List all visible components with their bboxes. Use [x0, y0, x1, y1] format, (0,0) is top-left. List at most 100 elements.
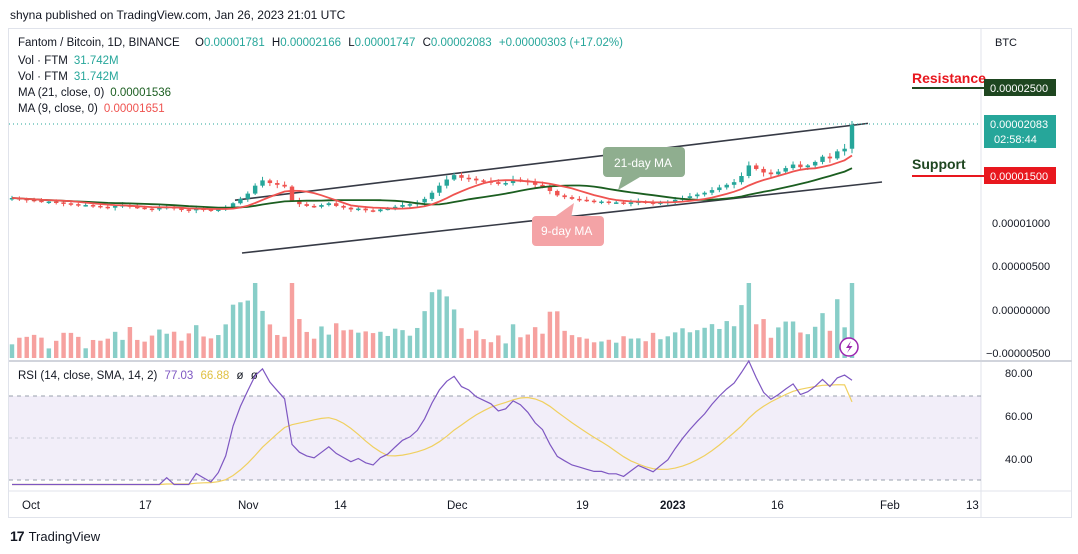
price-tick: 0.00000500	[992, 261, 1050, 273]
candle-body	[584, 199, 589, 202]
candle-body	[54, 201, 59, 204]
candle-body	[555, 190, 560, 196]
volume-bar	[105, 338, 110, 358]
candle-body	[562, 195, 567, 198]
candle-body	[805, 165, 810, 168]
volume-bar	[665, 336, 670, 358]
legend-o-label: O	[195, 37, 204, 49]
candle-body	[481, 180, 486, 182]
volume-bar	[540, 333, 545, 358]
legend-vol2-value: 31.742M	[74, 71, 119, 83]
volume-bar	[289, 283, 295, 358]
resistance-value: 0.00002500	[990, 83, 1048, 95]
top-bar: shyna published on TradingView.com, Jan …	[0, 0, 1078, 30]
candle-body	[842, 148, 847, 152]
volume-bar	[127, 327, 133, 358]
lightning-icon[interactable]	[839, 337, 859, 357]
volume-bar	[407, 335, 413, 358]
candle-body	[687, 196, 693, 198]
volume-bar	[245, 300, 250, 358]
legend-vol1: Vol · FTM 31.742M	[18, 55, 119, 67]
footer-brand[interactable]: TradingView	[28, 528, 101, 544]
volume-bar	[54, 340, 59, 358]
candle-body	[717, 187, 722, 191]
price-tick: 0.00001000	[992, 218, 1050, 230]
volume-bar	[90, 339, 96, 358]
candle-body	[252, 185, 258, 194]
candle-body	[835, 151, 840, 159]
ma9-line	[11, 154, 853, 210]
volume-bar	[555, 311, 560, 358]
volume-bar	[363, 331, 368, 358]
candle-body	[783, 168, 788, 172]
volume-bar	[798, 332, 803, 358]
volume-bar	[157, 329, 162, 358]
rsi-legend: RSI (14, close, SMA, 14, 2) 77.03 66.88 …	[18, 370, 258, 382]
ma9-callout-box	[532, 216, 604, 246]
candle-body	[724, 184, 729, 188]
volume-bar	[614, 342, 619, 358]
volume-bar	[252, 283, 258, 358]
candle-body	[186, 209, 192, 211]
candle-body	[709, 190, 715, 193]
time-label: 14	[334, 500, 347, 512]
candle-body	[702, 192, 707, 195]
volume-bar	[783, 321, 788, 358]
candle-body	[606, 201, 612, 204]
candle-body	[532, 182, 538, 185]
candle-body	[695, 194, 700, 197]
volume-bar	[746, 283, 752, 358]
candle-body	[474, 178, 479, 181]
volume-bar	[577, 337, 582, 358]
candle-body	[798, 164, 803, 168]
ma21-callout-pointer	[618, 177, 640, 190]
volume-bar	[297, 319, 302, 358]
resistance-label: Resistance	[912, 70, 986, 86]
volume-bar	[135, 339, 140, 358]
volume-bar	[304, 331, 309, 358]
candle-body	[407, 204, 413, 206]
time-label: 16	[771, 500, 784, 512]
candle-body	[591, 200, 597, 203]
moving-averages	[11, 154, 853, 210]
candle-body	[319, 205, 324, 207]
volume-bar	[282, 336, 287, 358]
candle-body	[422, 198, 427, 203]
volume-bar	[201, 336, 206, 358]
candle-body	[208, 209, 214, 211]
legend-vol2: Vol · FTM 31.742M	[18, 71, 119, 83]
tradingview-logo-icon[interactable]: 17	[10, 528, 25, 544]
volume-bar	[9, 344, 15, 358]
legend-l-value: 0.00001747	[355, 37, 416, 49]
volume-bar	[827, 330, 833, 358]
volume-bar	[761, 319, 766, 358]
volume-bar	[179, 340, 184, 358]
rsi-lines	[12, 359, 853, 486]
candle-body	[466, 177, 472, 180]
volume-bar	[334, 323, 339, 358]
volume-bar	[356, 332, 361, 358]
volume-bar	[385, 335, 390, 358]
price-tick: −0.00000500	[986, 348, 1051, 360]
time-label: Dec	[447, 500, 468, 512]
legend-h-value: 0.00002166	[280, 37, 341, 49]
legend-o-value: 0.00001781	[204, 37, 265, 49]
candle-body	[311, 205, 317, 208]
volume-bar	[444, 296, 449, 358]
volume-bar	[532, 327, 538, 358]
legend-ma21-value: 0.00001536	[110, 87, 171, 99]
ma9-callout: 9-day MA	[532, 203, 604, 246]
volume-bar	[260, 310, 265, 358]
candle-body	[68, 203, 74, 205]
volume-bar	[709, 324, 715, 358]
candle-body	[827, 156, 833, 159]
time-label: 17	[139, 500, 152, 512]
candle-body	[437, 185, 442, 193]
legend-ma9-value: 0.00001651	[104, 103, 165, 115]
volume-bar	[459, 328, 464, 358]
volume-bar	[275, 335, 280, 358]
chart-frame[interactable]	[8, 28, 1072, 518]
legend-vol2-label: Vol · FTM	[18, 71, 68, 83]
volume-bar	[503, 343, 508, 358]
